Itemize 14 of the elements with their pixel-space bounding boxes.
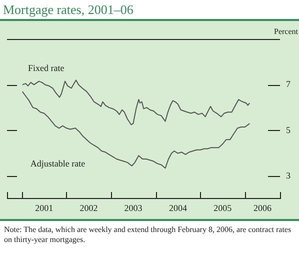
x-tick-label: 2005 bbox=[214, 202, 232, 213]
y-axis-title: Percent bbox=[274, 27, 299, 36]
x-tick-label: 2001 bbox=[35, 202, 54, 213]
y-tick-label: 5 bbox=[286, 124, 291, 135]
y-tick-label: 7 bbox=[286, 79, 291, 90]
x-tick-label: 2004 bbox=[169, 202, 188, 213]
series-label: Fixed rate bbox=[28, 63, 64, 74]
chart-title: Mortgage rates, 2001–06 bbox=[0, 0, 299, 21]
series-label: Adjustable rate bbox=[30, 158, 86, 168]
x-tick-label: 2002 bbox=[80, 202, 98, 213]
x-tick-label: 2006 bbox=[254, 202, 272, 213]
x-tick-label: 2003 bbox=[124, 202, 143, 213]
text: Note: The data, which are weekly and extend through February 8, 2006, are contract rates on thirty-year mortgages. bbox=[3, 224, 292, 245]
y-tick-label: 3 bbox=[286, 170, 291, 180]
